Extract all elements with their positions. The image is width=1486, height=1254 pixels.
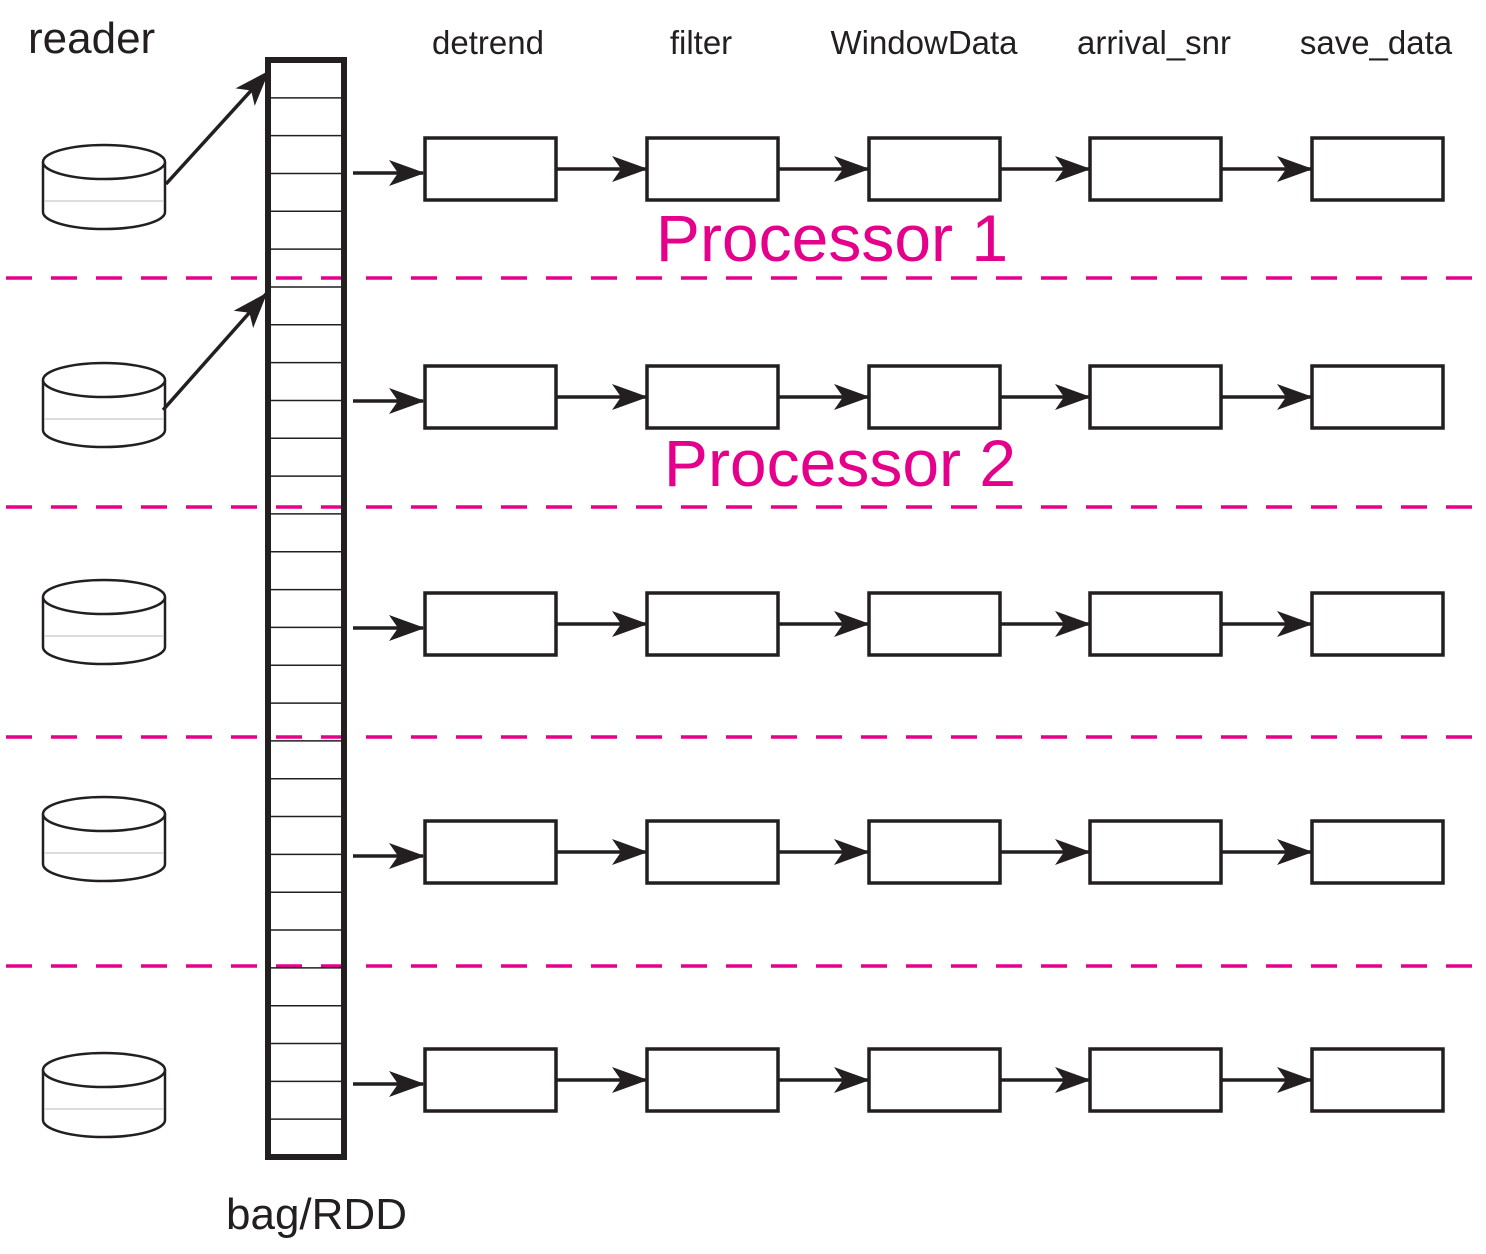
stage-box-arrival-snr [1088, 819, 1223, 885]
disk-top [41, 578, 167, 616]
stage-box-save-data [1310, 1047, 1445, 1113]
stage-box-save-data [1310, 819, 1445, 885]
disk-body [41, 1070, 167, 1139]
pipeline-row-4 [353, 819, 1445, 885]
processor-dividers [6, 276, 1486, 968]
pipeline-row-3 [353, 591, 1445, 657]
stage-box-detrend [423, 819, 558, 885]
stage-label-windowdata: WindowData [830, 24, 1018, 61]
stage-box-arrival-snr [1088, 136, 1223, 202]
stage-box-save-data [1310, 591, 1445, 657]
disk-icon [41, 795, 167, 883]
stage-box-filter [645, 136, 780, 202]
disk-body [41, 597, 167, 666]
disk-top [41, 1051, 167, 1089]
pipeline-row-2 [353, 364, 1445, 430]
stage-box-windowdata [867, 364, 1002, 430]
stage-box-filter [645, 819, 780, 885]
stage-label-detrend: detrend [432, 24, 544, 61]
stage-label-arrival-snr: arrival_snr [1076, 24, 1232, 61]
stage-box-windowdata [867, 136, 1002, 202]
pipelines [353, 136, 1445, 1113]
bag-rdd-label: bag/RDD [226, 1190, 407, 1239]
disk-top [41, 361, 167, 399]
stage-box-windowdata [867, 1047, 1002, 1113]
stage-box-detrend [423, 591, 558, 657]
disk-icon [41, 143, 167, 231]
disk-icon [41, 361, 167, 449]
stage-box-detrend [423, 136, 558, 202]
disk-body [41, 162, 167, 231]
reader-disks [41, 70, 270, 1139]
stage-box-arrival-snr [1088, 364, 1223, 430]
stage-box-detrend [423, 1047, 558, 1113]
reader-arrow-2 [161, 292, 268, 412]
stage-box-filter [645, 591, 780, 657]
bag-rdd [265, 57, 347, 1160]
processor-1-label: Processor 1 [655, 201, 1009, 275]
stage-box-filter [645, 1047, 780, 1113]
stage-box-filter [645, 364, 780, 430]
reader-arrow-1 [164, 70, 270, 186]
disk-icon [41, 1051, 167, 1139]
stage-box-arrival-snr [1088, 591, 1223, 657]
disk-top [41, 143, 167, 181]
pipeline-row-1 [353, 136, 1445, 202]
bag-outline [265, 57, 347, 1160]
reader-label: reader [28, 14, 156, 63]
stage-box-detrend [423, 364, 558, 430]
stage-box-save-data [1310, 136, 1445, 202]
disk-body [41, 380, 167, 449]
stage-box-arrival-snr [1088, 1047, 1223, 1113]
stage-label-filter: filter [669, 24, 733, 61]
pipeline-row-5 [353, 1047, 1445, 1113]
disk-top [41, 795, 167, 833]
disk-body [41, 814, 167, 883]
stage-box-save-data [1310, 364, 1445, 430]
disk-icon [41, 578, 167, 666]
stage-label-save-data: save_data [1299, 24, 1453, 61]
stage-box-windowdata [867, 819, 1002, 885]
stage-box-windowdata [867, 591, 1002, 657]
processor-2-label: Processor 2 [663, 426, 1017, 500]
